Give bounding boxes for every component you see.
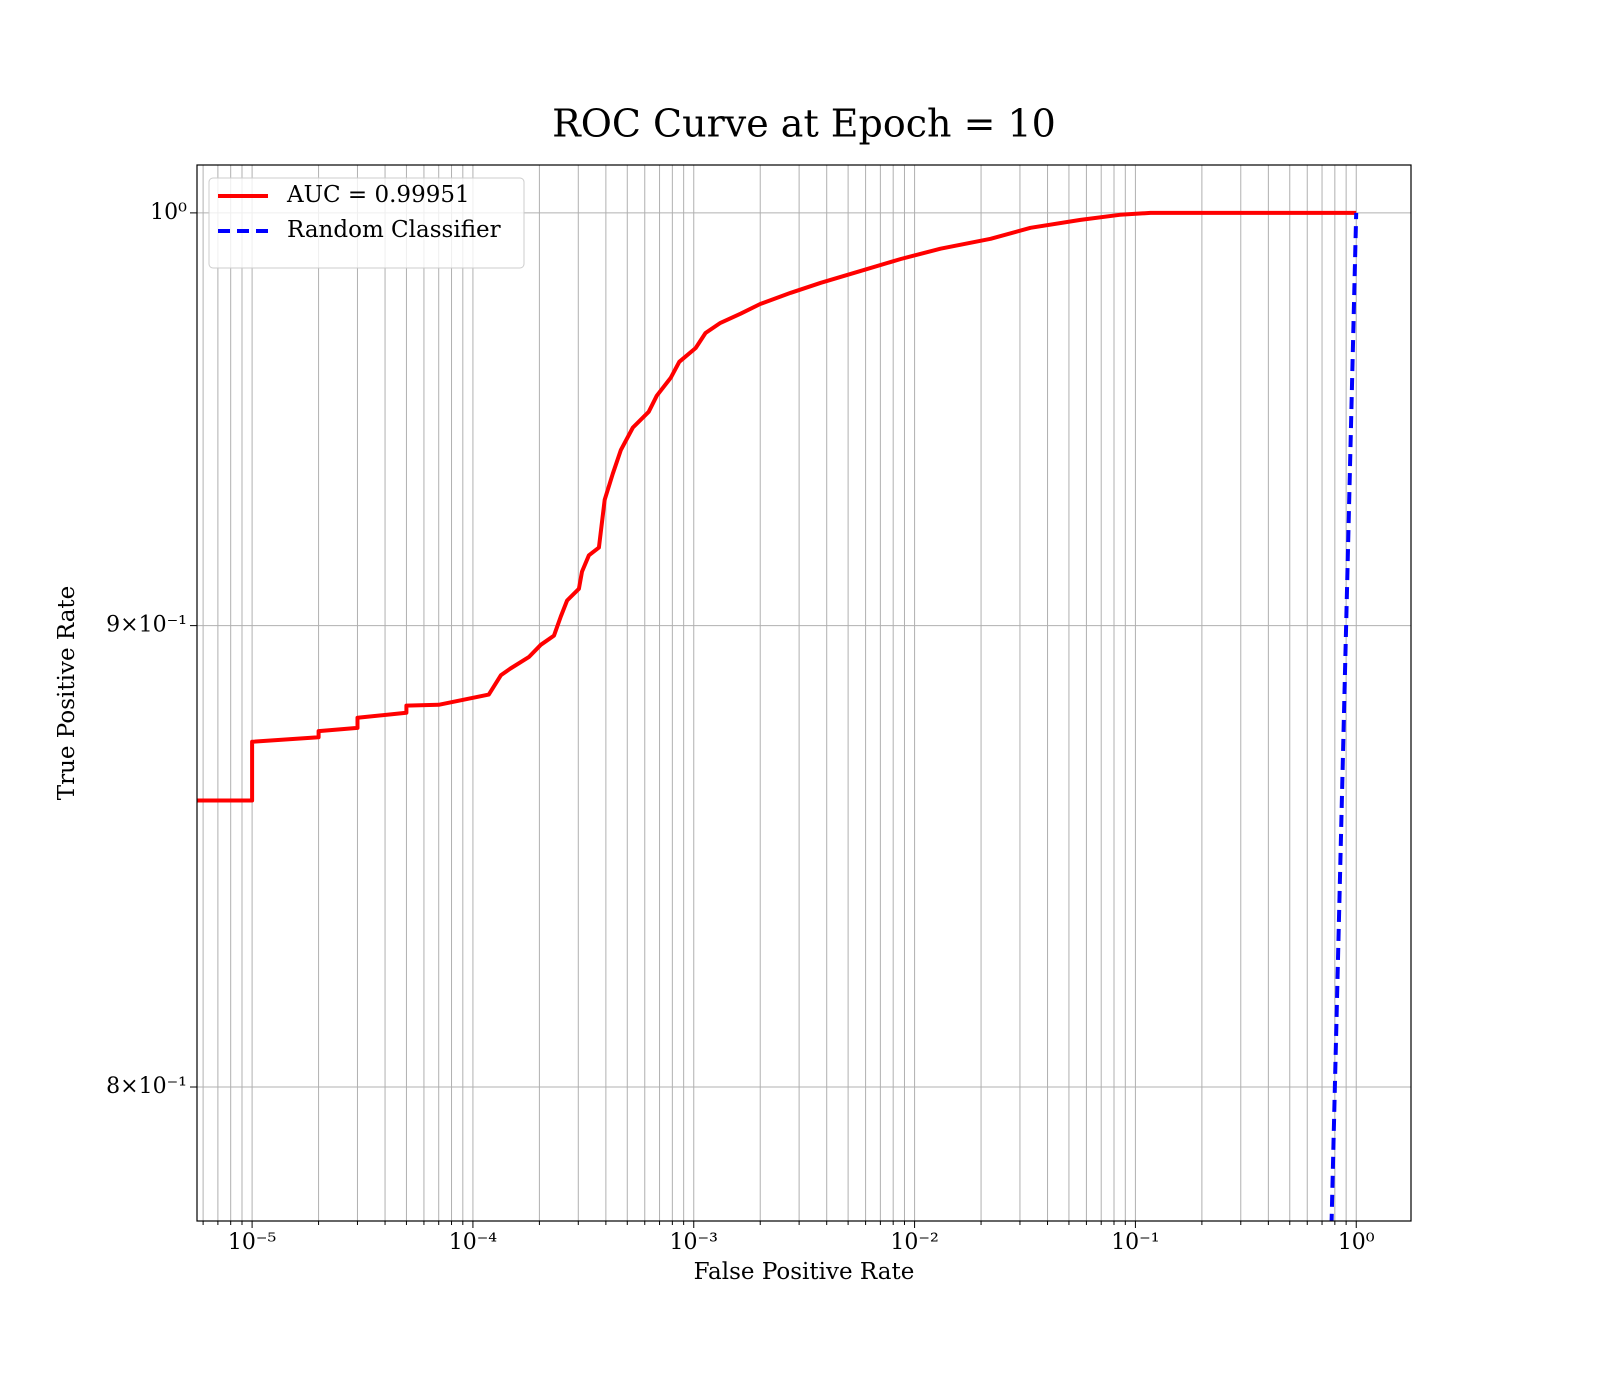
- y-tick-label: 10⁰: [150, 200, 187, 225]
- legend: AUC = 0.99951 Random Classifier: [208, 177, 525, 269]
- grid: [197, 165, 1411, 1221]
- x-tick-label: 10⁻¹: [1111, 1230, 1159, 1255]
- ticks: 10⁻⁵ 10⁻⁴ 10⁻³ 10⁻² 10⁻¹ 10⁰ 8×10⁻¹ 9×10⁻¹ 10⁰: [106, 200, 1375, 1255]
- legend-label: AUC = 0.99951: [286, 182, 470, 208]
- x-tick-label: 10⁻²: [890, 1230, 938, 1255]
- series-line: [1329, 212, 1359, 1221]
- series-line: [197, 210, 1357, 803]
- y-tick-label: 9×10⁻¹: [106, 613, 187, 638]
- chart-title: ROC Curve at Epoch = 10: [552, 102, 1056, 146]
- legend-label: Random Classifier: [287, 217, 501, 243]
- x-axis-label: False Positive Rate: [694, 1259, 915, 1285]
- x-tick-label: 10⁻⁴: [449, 1230, 498, 1255]
- plot-lines: [197, 210, 1359, 1221]
- x-tick-label: 10⁻³: [670, 1230, 718, 1255]
- y-tick-label: 8×10⁻¹: [106, 1074, 187, 1099]
- plot-frame: [196, 164, 1412, 1222]
- legend-box: [208, 177, 525, 269]
- y-axis-label: True Positive Rate: [54, 586, 80, 801]
- x-tick-label: 10⁰: [1338, 1230, 1375, 1255]
- x-tick-label: 10⁻⁵: [228, 1230, 276, 1255]
